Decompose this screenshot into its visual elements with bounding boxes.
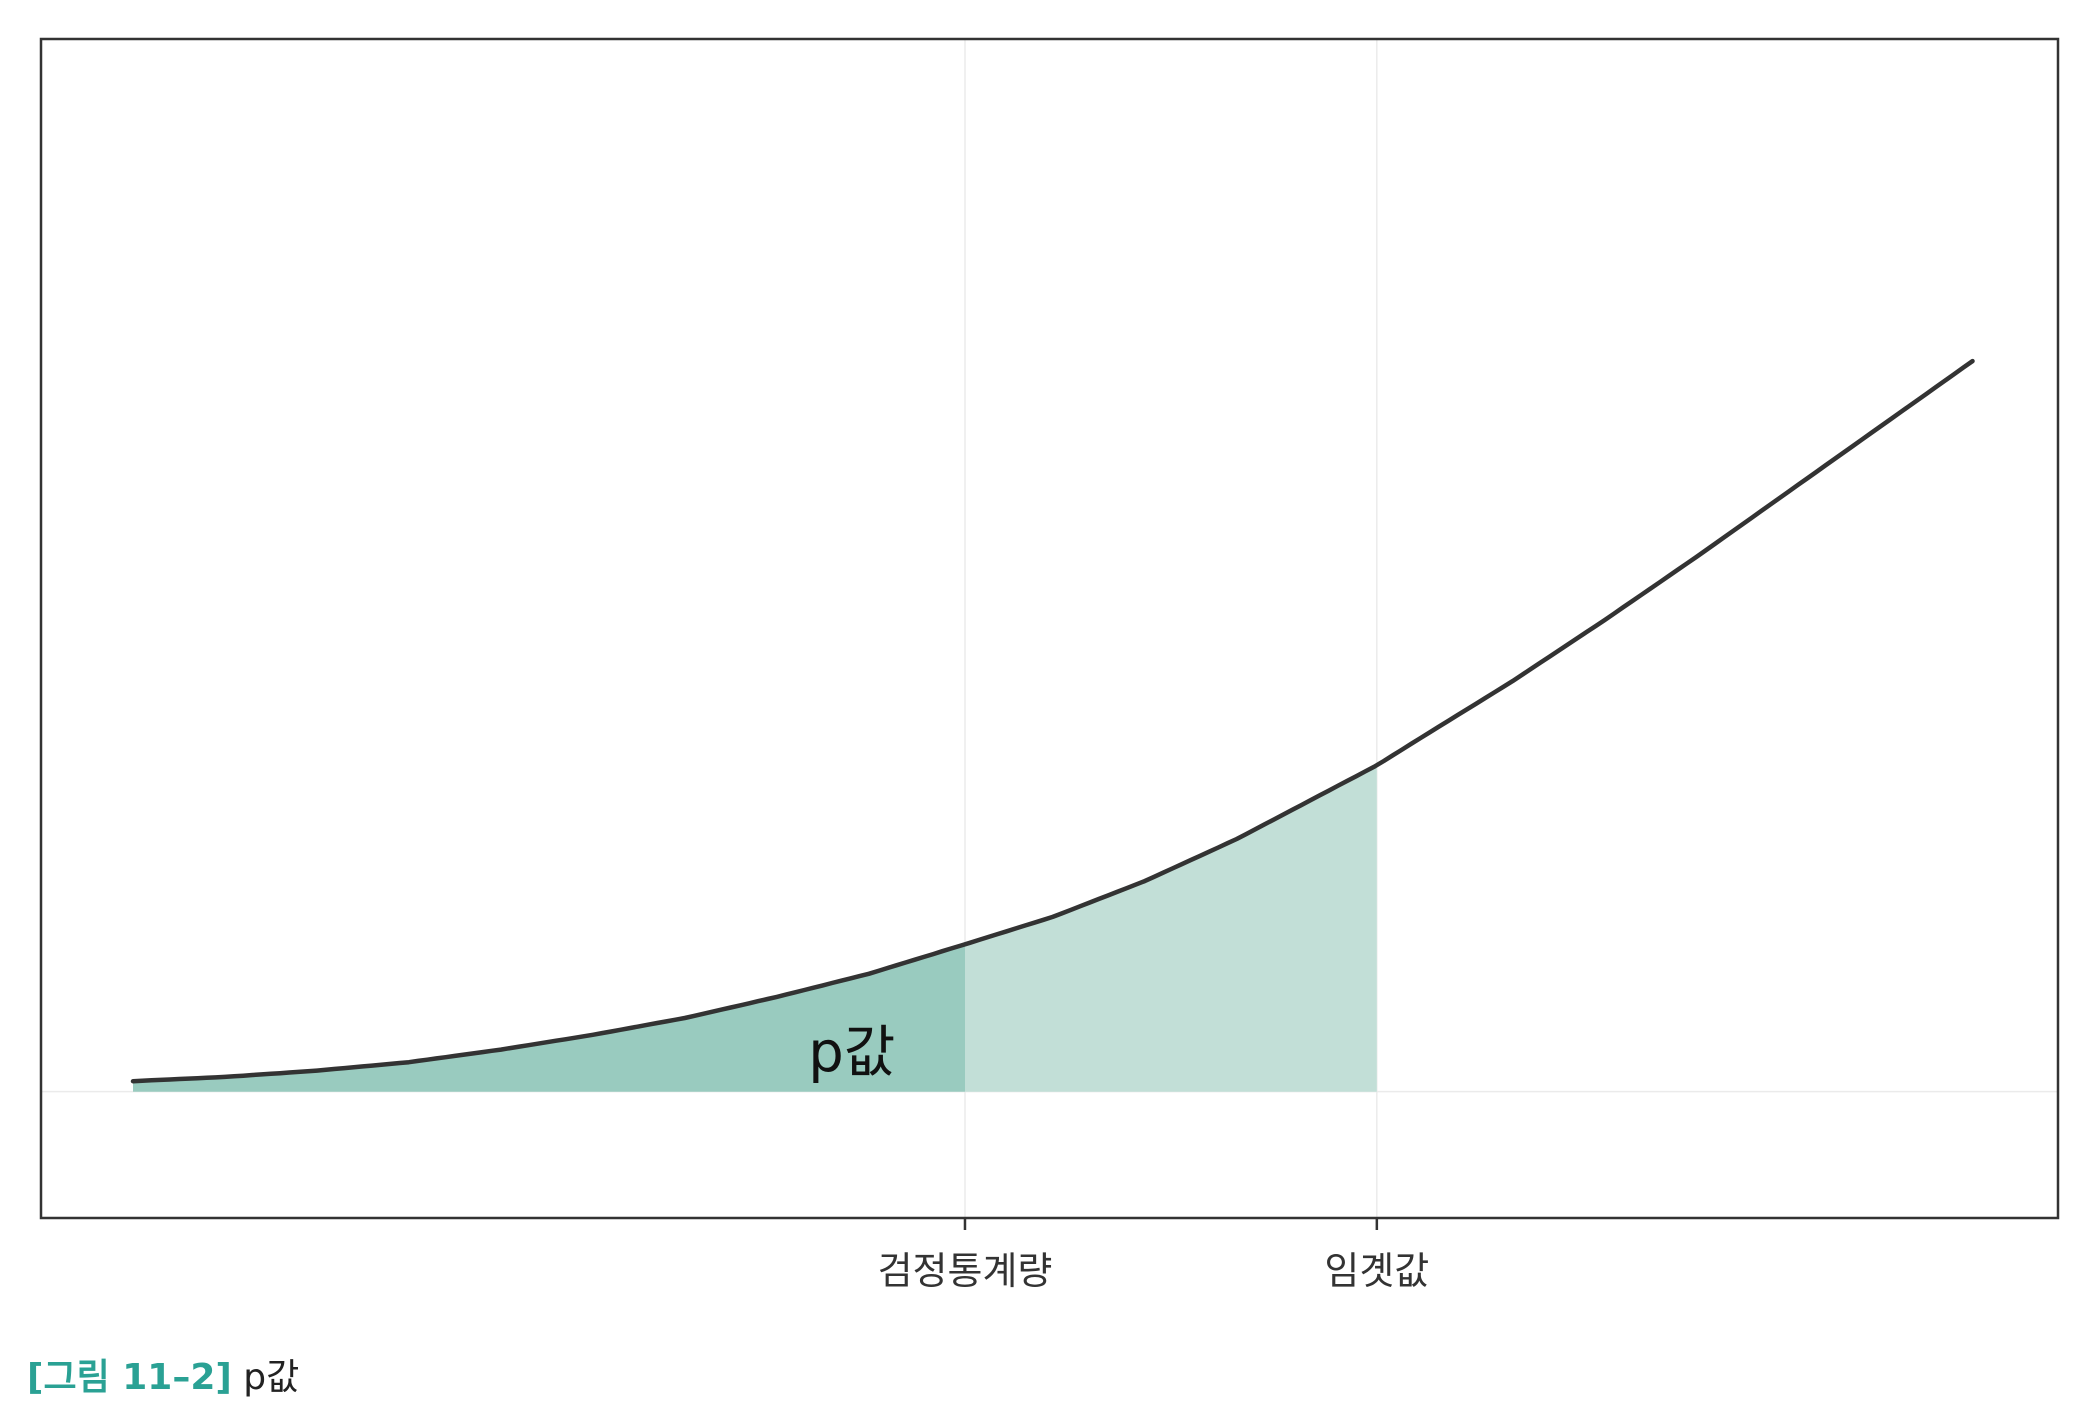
- region-labels: p값: [808, 1021, 895, 1086]
- series-line: [130, 358, 1975, 1084]
- shaded-regions: [133, 765, 1377, 1092]
- x-tick-label: 검정통계량: [878, 1249, 1053, 1293]
- figure-caption: [그림 11–2] p값: [27, 1348, 299, 1400]
- region-label: p값: [808, 1021, 895, 1086]
- panel-border: [39, 37, 2060, 1220]
- x-tick-label: 임곗값: [1324, 1249, 1429, 1293]
- shaded-region-2: [965, 765, 1377, 1092]
- curve: [130, 358, 1975, 1084]
- shaded-region-1: [133, 944, 965, 1092]
- x-axis-ticks: 검정통계량 임곗값: [878, 1218, 1429, 1293]
- figure-title: p값: [243, 1357, 300, 1398]
- figure-number: [그림 11–2]: [27, 1357, 232, 1398]
